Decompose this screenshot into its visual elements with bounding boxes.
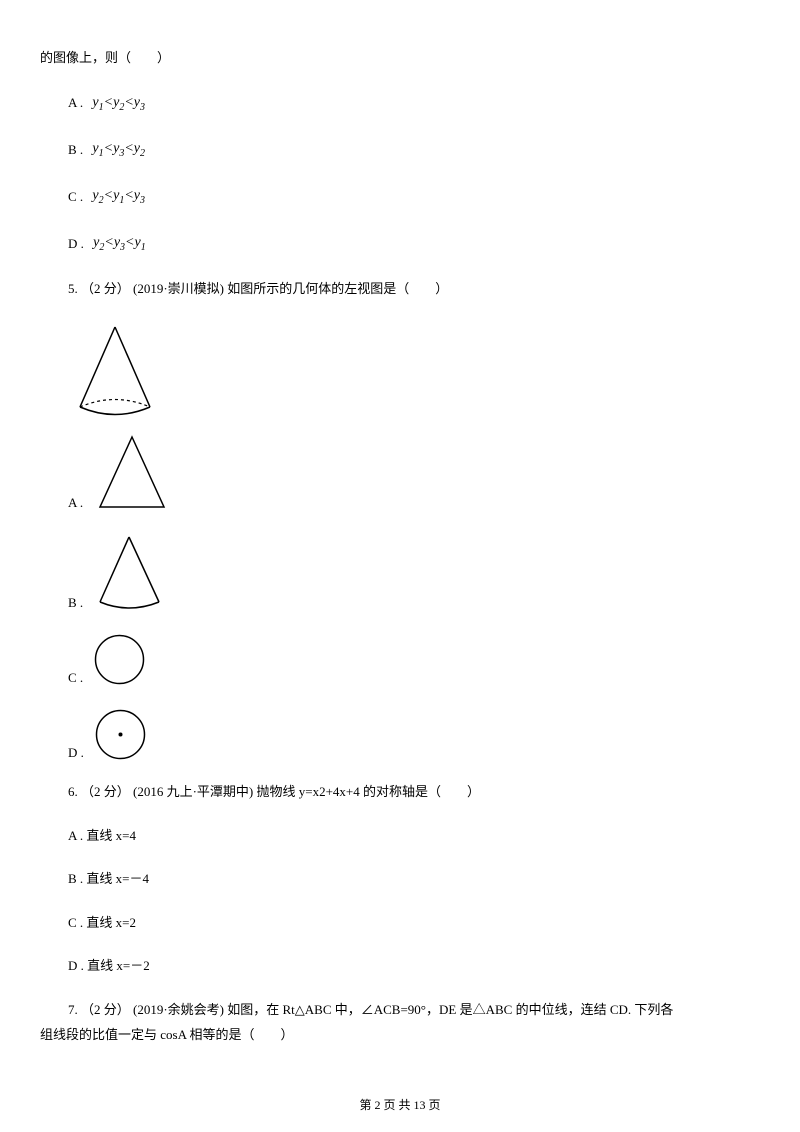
ineq-C: y2<y1<y3 — [92, 185, 145, 208]
opt-C-label: C . — [68, 187, 83, 207]
q6-C: C . 直线 x=2 — [40, 913, 760, 933]
q5-figure — [70, 322, 760, 422]
q5-stem: 5. （2 分） (2019·崇川模拟) 如图所示的几何体的左视图是（ ） — [40, 279, 760, 299]
opt-B-label: B . — [68, 140, 83, 160]
ineq-D: y2<y3<y1 — [93, 232, 146, 255]
q5-C-label: C . — [68, 668, 83, 688]
q6-stem: 6. （2 分） (2016 九上·平潭期中) 抛物线 y=x2+4x+4 的对… — [40, 782, 760, 802]
circle-icon — [92, 632, 147, 687]
q5-opt-B: B . — [40, 532, 760, 612]
opt-C-ineq: C . y2<y1<y3 — [40, 185, 760, 208]
intro-fragment: 的图像上，则（ ） — [40, 48, 760, 68]
circle-dot-icon — [93, 707, 148, 762]
opt-D-ineq: D . y2<y3<y1 — [40, 232, 760, 255]
q5-opt-D: D . — [40, 707, 760, 762]
opt-D-label: D . — [68, 234, 84, 254]
q7-stem-line1: 7. （2 分） (2019·余姚会考) 如图，在 Rt△ABC 中，∠ACB=… — [40, 1000, 760, 1020]
q6-D: D . 直线 x=－2 — [40, 956, 760, 976]
cone-icon — [70, 322, 160, 422]
opt-B-ineq: B . y1<y3<y2 — [40, 138, 760, 161]
ineq-A: y1<y2<y3 — [92, 92, 145, 115]
q5-A-label: A . — [68, 493, 83, 513]
q5-opt-A: A . — [40, 432, 760, 512]
ineq-B: y1<y3<y2 — [92, 138, 145, 161]
q6-A: A . 直线 x=4 — [40, 826, 760, 846]
page-footer: 第 2 页 共 13 页 — [0, 1096, 800, 1114]
opt-A-ineq: A . y1<y2<y3 — [40, 92, 760, 115]
q5-D-label: D . — [68, 743, 84, 763]
q5-opt-C: C . — [40, 632, 760, 687]
opt-A-label: A . — [68, 93, 83, 113]
triangle-icon — [92, 432, 172, 512]
q6-B: B . 直线 x=－4 — [40, 869, 760, 889]
q5-B-label: B . — [68, 593, 83, 613]
cone2-icon — [92, 532, 167, 612]
q7-stem-line2: 组线段的比值一定与 cosA 相等的是（ ） — [40, 1025, 760, 1045]
